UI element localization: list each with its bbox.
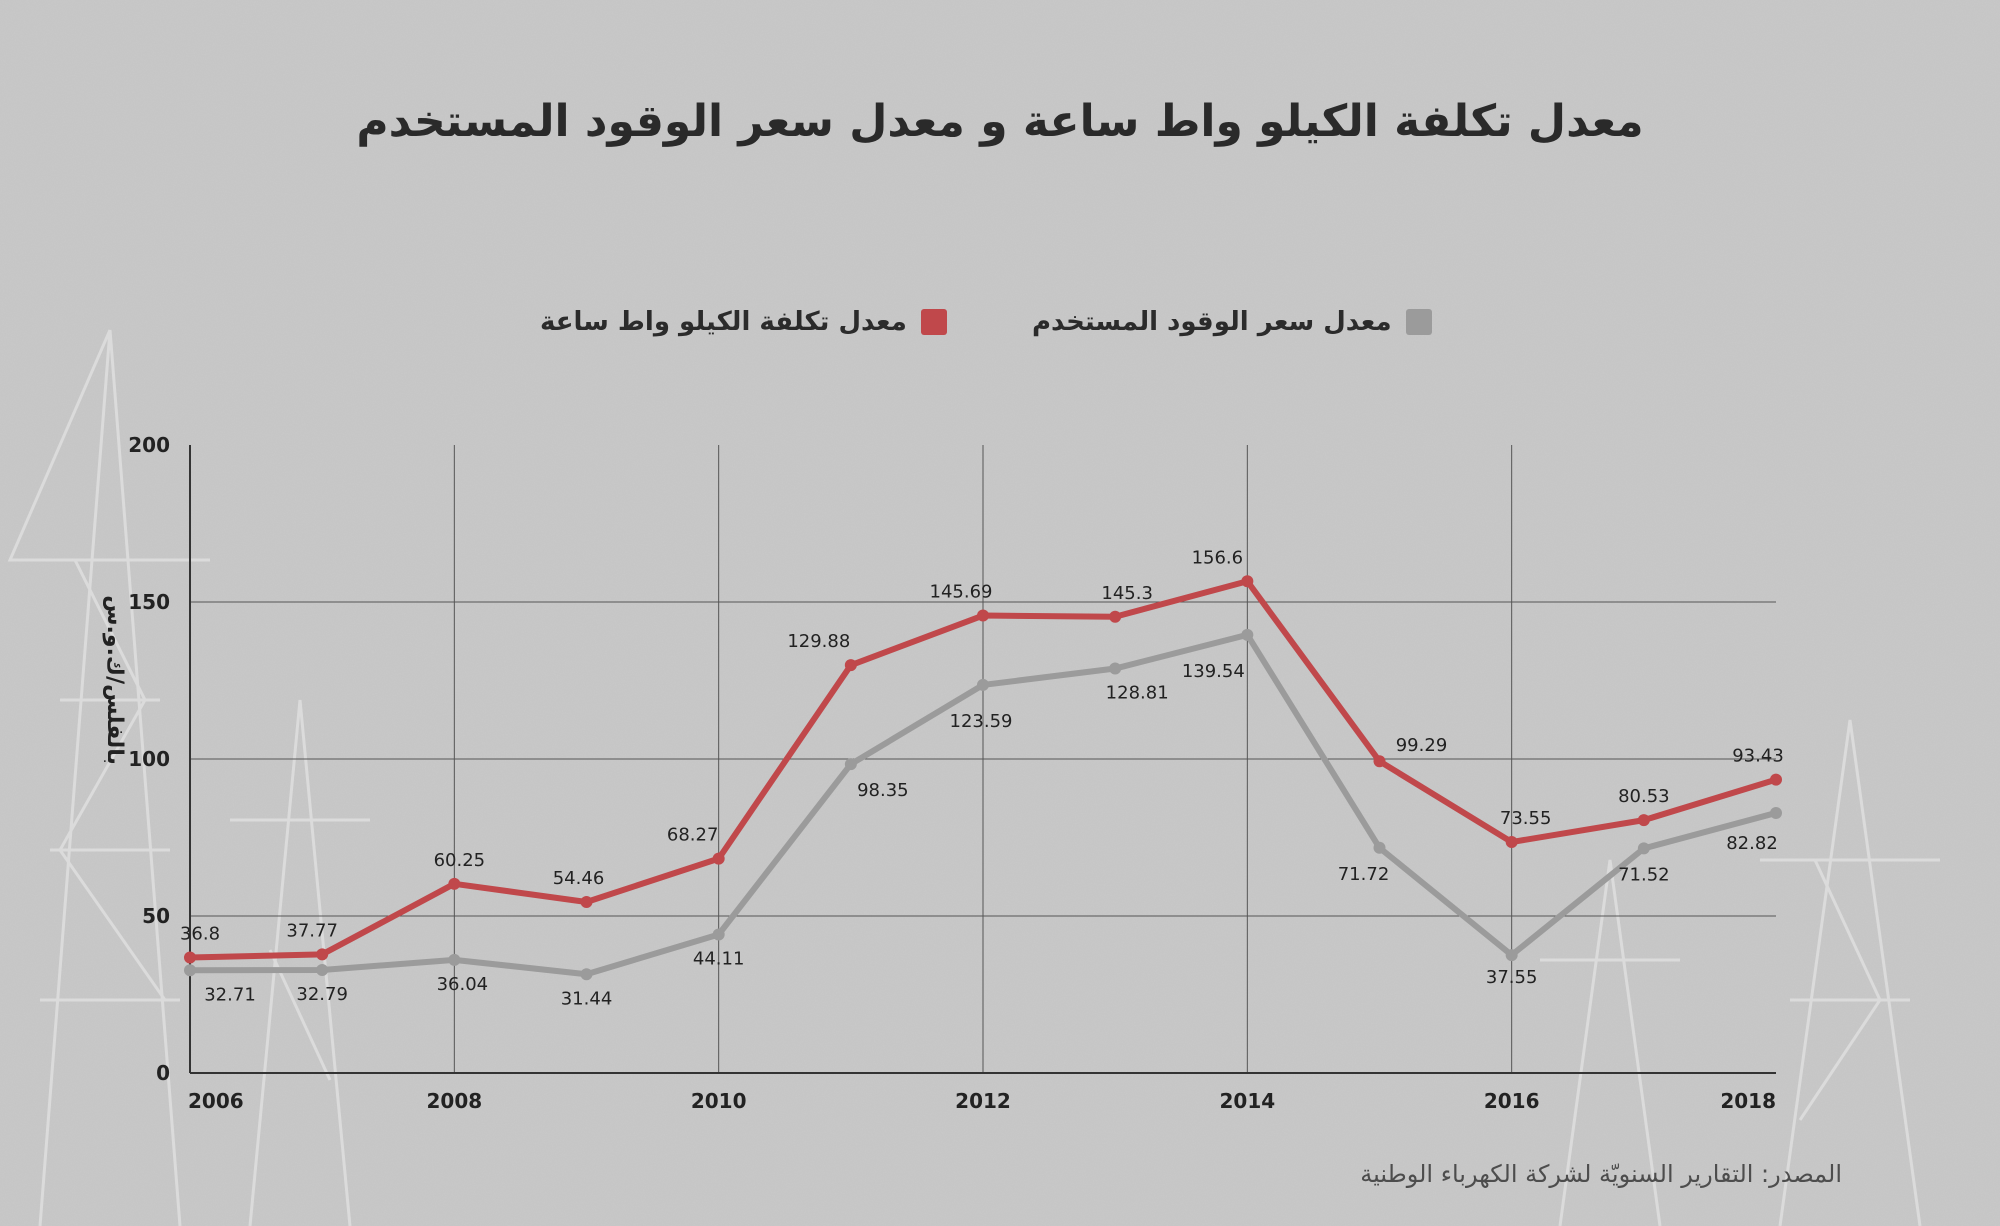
legend-item-cost: معدل تكلفة الكيلو واط ساعة xyxy=(540,300,947,344)
data-point xyxy=(184,964,196,977)
x-tick-label: 2018 xyxy=(1720,1089,1776,1113)
data-label: 145.3 xyxy=(1101,583,1153,604)
data-label: 128.81 xyxy=(1106,683,1169,704)
data-label: 129.88 xyxy=(787,631,850,652)
data-label: 37.55 xyxy=(1486,967,1538,988)
data-point xyxy=(1109,610,1122,623)
series-lines xyxy=(184,575,1782,981)
data-point xyxy=(316,948,329,961)
data-label: 139.54 xyxy=(1182,661,1245,682)
data-point xyxy=(1770,806,1782,819)
data-point xyxy=(580,895,593,908)
grid-lines xyxy=(190,445,1776,1073)
data-label: 93.43 xyxy=(1732,746,1784,767)
y-tick-label: 100 xyxy=(128,747,170,771)
y-tick-labels: 0 50 100 150 200 xyxy=(128,433,170,1085)
data-label: 99.29 xyxy=(1396,735,1448,756)
data-point xyxy=(448,877,461,890)
data-point xyxy=(1109,662,1122,675)
data-point xyxy=(1505,836,1518,849)
data-label: 37.77 xyxy=(286,920,338,941)
data-label: 54.46 xyxy=(553,868,605,889)
data-label: 32.79 xyxy=(296,984,348,1005)
legend-label-cost: معدل تكلفة الكيلو واط ساعة xyxy=(540,307,907,337)
data-point xyxy=(1637,814,1650,827)
chart-title: معدل تكلفة الكيلو واط ساعة و معدل سعر ال… xyxy=(356,96,1644,147)
data-point xyxy=(1241,628,1254,641)
data-point xyxy=(1241,575,1254,588)
data-point xyxy=(1373,841,1386,854)
y-tick-label: 200 xyxy=(128,433,170,457)
source-note: المصدر: التقارير السنويّة لشركة الكهرباء… xyxy=(1360,1160,1842,1188)
data-label: 44.11 xyxy=(693,948,745,969)
data-label: 32.71 xyxy=(204,984,256,1005)
data-point xyxy=(977,678,989,691)
data-label: 68.27 xyxy=(667,825,719,846)
data-point xyxy=(1637,842,1650,855)
pylon-right-decoration xyxy=(1540,719,1940,1226)
data-label: 145.69 xyxy=(930,582,993,603)
data-point xyxy=(316,964,329,977)
x-tick-label: 2016 xyxy=(1484,1089,1540,1113)
y-tick-label: 0 xyxy=(156,1061,170,1085)
x-tick-labels: 2006 2008 2010 2012 2014 2016 2018 xyxy=(188,1089,1776,1113)
data-point xyxy=(977,609,989,622)
data-label: 60.25 xyxy=(434,850,486,871)
data-point xyxy=(184,951,196,964)
x-tick-label: 2008 xyxy=(426,1089,482,1113)
x-tick-label: 2014 xyxy=(1219,1089,1275,1113)
data-point xyxy=(844,758,857,771)
data-label: 98.35 xyxy=(857,780,909,801)
data-label: 123.59 xyxy=(950,711,1013,732)
legend-label-fuel: معدل سعر الوقود المستخدم xyxy=(1032,307,1392,337)
data-labels: 32.71 32.79 36.04 31.44 44.11 98.35 123.59 128.… xyxy=(180,547,1784,1009)
data-point xyxy=(712,852,725,865)
data-point xyxy=(448,953,461,966)
data-point xyxy=(1505,949,1518,962)
legend-swatch-fuel xyxy=(1405,309,1432,335)
x-tick-label: 2006 xyxy=(188,1089,244,1113)
legend-item-fuel: معدل سعر الوقود المستخدم xyxy=(1032,300,1432,344)
data-label: 73.55 xyxy=(1500,808,1552,829)
legend-swatch-cost xyxy=(920,309,947,335)
data-label: 36.04 xyxy=(437,974,489,995)
x-tick-label: 2010 xyxy=(691,1089,747,1113)
data-label: 31.44 xyxy=(561,988,613,1009)
x-tick-label: 2012 xyxy=(955,1089,1011,1113)
data-point xyxy=(844,659,857,672)
data-point xyxy=(1373,755,1386,768)
data-label: 156.6 xyxy=(1192,547,1244,568)
y-tick-label: 150 xyxy=(128,590,170,614)
data-point xyxy=(1770,773,1782,786)
data-point xyxy=(712,928,725,941)
data-label: 82.82 xyxy=(1726,833,1778,854)
data-point xyxy=(580,968,593,981)
data-label: 71.52 xyxy=(1618,864,1670,885)
y-tick-label: 50 xyxy=(142,904,170,928)
data-label: 80.53 xyxy=(1618,786,1670,807)
data-label: 36.8 xyxy=(180,923,220,944)
data-label: 71.72 xyxy=(1338,864,1390,885)
y-axis-title: بالفلس/ك.و.س xyxy=(102,595,127,765)
